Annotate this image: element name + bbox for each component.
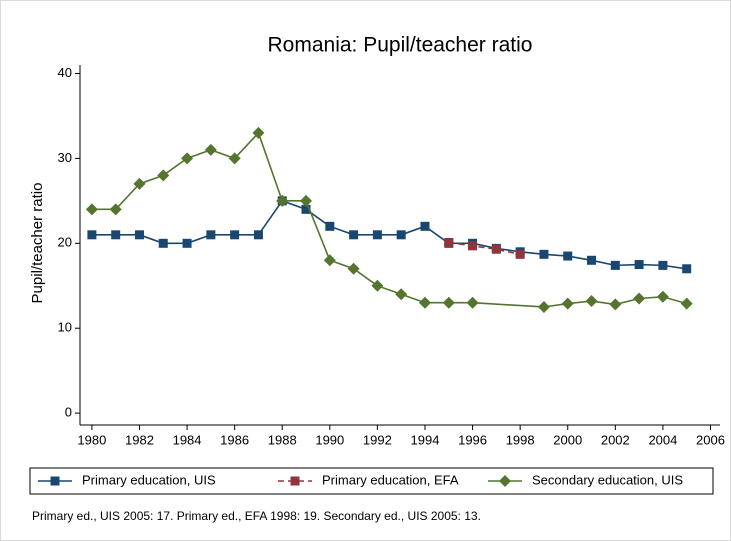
marker	[133, 177, 146, 190]
x-tick-label: 1980	[77, 432, 106, 447]
marker	[109, 203, 122, 216]
marker	[537, 300, 550, 313]
marker	[181, 152, 194, 165]
marker	[85, 203, 98, 216]
marker	[396, 230, 406, 240]
marker	[134, 230, 144, 240]
marker	[323, 254, 336, 267]
series-line	[448, 241, 521, 256]
x-tick-label: 1990	[315, 432, 344, 447]
marker	[515, 249, 525, 259]
legend-marker	[499, 475, 511, 487]
marker	[182, 238, 192, 248]
marker	[372, 230, 382, 240]
marker	[111, 230, 121, 240]
x-tick-label: 2002	[601, 432, 630, 447]
y-tick-label: 30	[58, 150, 72, 165]
marker	[610, 260, 620, 270]
legend-marker	[50, 476, 60, 486]
x-tick-label: 2006	[696, 432, 725, 447]
marker	[300, 194, 313, 207]
y-tick-label: 10	[58, 320, 72, 335]
marker	[585, 295, 598, 308]
y-tick-label: 40	[58, 65, 72, 80]
legend-label: Primary education, EFA	[322, 472, 459, 487]
x-tick-label: 1982	[125, 432, 154, 447]
chart-title: Romania: Pupil/teacher ratio	[268, 34, 533, 57]
marker	[252, 126, 265, 139]
marker	[349, 230, 359, 240]
marker	[253, 230, 263, 240]
y-axis-label: Pupil/teacher ratio	[29, 183, 46, 304]
x-tick-label: 2000	[553, 432, 582, 447]
marker	[468, 241, 478, 251]
marker	[276, 194, 289, 207]
marker	[634, 260, 644, 270]
marker	[157, 169, 170, 182]
marker	[204, 143, 217, 156]
marker	[228, 152, 241, 165]
x-tick-label: 1998	[506, 432, 535, 447]
y-tick-label: 20	[58, 235, 72, 250]
legend-marker	[290, 476, 300, 486]
note: Primary ed., UIS 2005: 17. Primary ed., …	[32, 509, 481, 523]
legend-label: Secondary education, UIS	[532, 472, 683, 487]
marker	[418, 296, 431, 309]
marker	[609, 298, 622, 311]
marker	[491, 244, 501, 254]
marker	[87, 230, 97, 240]
marker	[680, 297, 693, 310]
marker	[301, 204, 311, 214]
marker	[656, 290, 669, 303]
marker	[442, 296, 455, 309]
x-tick-label: 2004	[648, 432, 677, 447]
y-tick-label: 0	[65, 405, 72, 420]
marker	[466, 296, 479, 309]
x-tick-label: 1992	[363, 432, 392, 447]
marker	[230, 230, 240, 240]
marker	[325, 221, 335, 231]
x-tick-label: 1988	[268, 432, 297, 447]
marker	[682, 264, 692, 274]
marker	[561, 297, 574, 310]
marker	[658, 260, 668, 270]
marker	[633, 292, 646, 305]
marker	[158, 238, 168, 248]
marker	[420, 221, 430, 231]
marker	[587, 255, 597, 265]
legend-label: Primary education, UIS	[82, 472, 216, 487]
marker	[347, 262, 360, 275]
x-tick-label: 1994	[411, 432, 440, 447]
marker	[563, 251, 573, 261]
marker	[395, 288, 408, 301]
x-tick-label: 1986	[220, 432, 249, 447]
x-tick-label: 1996	[458, 432, 487, 447]
x-tick-label: 1984	[173, 432, 202, 447]
marker	[371, 279, 384, 292]
marker	[206, 230, 216, 240]
marker	[444, 237, 454, 247]
marker	[539, 249, 549, 259]
legend-box	[29, 467, 714, 495]
